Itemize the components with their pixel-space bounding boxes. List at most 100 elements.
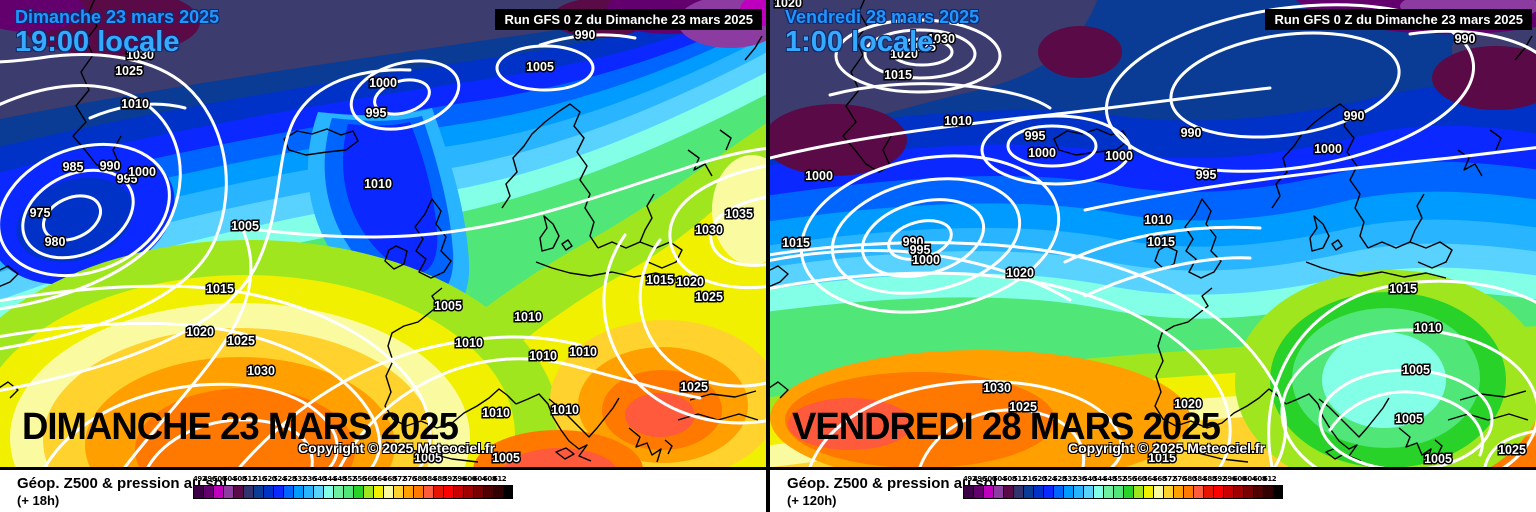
pressure-label: 1005 [1424, 452, 1452, 466]
pressure-label: 1030 [247, 364, 275, 378]
color-scale-value: 492 [193, 475, 207, 483]
color-scale-swatch [363, 485, 373, 499]
color-scale-swatch [1043, 485, 1053, 499]
forecast-date-title: VENDREDI 28 MARS 2025 [792, 406, 1221, 448]
color-scale-cell: 520 [263, 475, 277, 499]
color-scale-swatch [1083, 485, 1093, 499]
color-scale-swatch [193, 485, 203, 499]
color-scale-swatch [1243, 485, 1253, 499]
pressure-label: 990 [100, 159, 121, 173]
color-scale-value: 576 [403, 475, 417, 483]
pressure-label: 1015 [884, 68, 912, 82]
color-scale-cell: 592 [1213, 475, 1227, 499]
color-scale-cell: 576 [1173, 475, 1187, 499]
color-scale-swatch [1173, 485, 1183, 499]
color-scale-swatch [413, 485, 423, 499]
color-scale-value: 572 [1163, 475, 1177, 483]
color-scale-cell: 544 [1093, 475, 1107, 499]
color-scale-cell: 504 [223, 475, 237, 499]
panel-date-label: Vendredi 28 mars 2025 [785, 7, 980, 27]
pressure-label: 1025 [1009, 400, 1037, 414]
color-scale-value: 576 [1173, 475, 1187, 483]
color-scale-value: 516 [253, 475, 267, 483]
color-scale-value: 500 [983, 475, 997, 483]
color-scale-cell: 524 [273, 475, 287, 499]
color-scale-swatch [383, 485, 393, 499]
run-info-banner: Run GFS 0 Z du Dimanche 23 mars 2025 [1265, 9, 1532, 30]
color-scale-cell: 524 [1043, 475, 1057, 499]
color-scale-cell: 548 [333, 475, 347, 499]
color-scale-cell: 544 [323, 475, 337, 499]
color-scale-value: 580 [1183, 475, 1197, 483]
color-scale-value: 524 [1043, 475, 1057, 483]
pressure-label: 1025 [680, 380, 708, 394]
color-scale-value: 496 [203, 475, 217, 483]
color-scale-value: 612 [1263, 475, 1277, 483]
weather-map-panel-left: 1030102598599010009951005985990995100097… [0, 0, 766, 512]
color-scale-swatch [1263, 485, 1273, 499]
pressure-label: 1010 [569, 345, 597, 359]
color-scale-swatch [1153, 485, 1163, 499]
color-scale-value: 540 [313, 475, 327, 483]
color-scale-cell: 568 [383, 475, 397, 499]
color-scale-swatch [1013, 485, 1023, 499]
color-scale-cell: 508 [1003, 475, 1017, 499]
color-scale-value: 580 [413, 475, 427, 483]
color-scale-swatch [993, 485, 1003, 499]
color-scale-swatch [203, 485, 213, 499]
pressure-label: 1025 [695, 290, 723, 304]
color-scale-cell: 520 [1033, 475, 1047, 499]
pressure-label: 1000 [1028, 146, 1056, 160]
color-scale-cell: 592 [443, 475, 457, 499]
pressure-label: 990 [1181, 126, 1202, 140]
pressure-label: 1020 [1006, 266, 1034, 280]
pressure-label: 1020 [890, 47, 918, 61]
color-scale-value: 600 [463, 475, 477, 483]
color-scale-cell: 600 [1233, 475, 1247, 499]
color-scale-swatch [1113, 485, 1123, 499]
color-scale-cell: 556 [353, 475, 367, 499]
color-scale-value: 544 [1093, 475, 1107, 483]
color-scale-value: 528 [283, 475, 297, 483]
pressure-label: 1010 [529, 349, 557, 363]
pressure-label: 1030 [983, 381, 1011, 395]
pressure-label: 1005 [231, 219, 259, 233]
pressure-label: 995 [910, 243, 931, 257]
panel-time-label: 19:00 locale [15, 26, 180, 58]
copyright-watermark: Copyright © 2025 Meteociel.fr [298, 440, 496, 456]
color-scale-swatch [333, 485, 343, 499]
color-scale-cell: 588 [433, 475, 447, 499]
color-scale-value: 560 [363, 475, 377, 483]
color-scale-value: 504 [993, 475, 1007, 483]
color-scale-cell: 556 [1123, 475, 1137, 499]
isobar-layer [0, 19, 766, 467]
pressure-label: 975 [30, 206, 51, 220]
color-scale-cell: 568 [1153, 475, 1167, 499]
color-scale-value [503, 475, 513, 485]
color-scale-value: 564 [373, 475, 387, 483]
panel-time-label: 1:00 locale [785, 26, 934, 58]
color-scale-value: 560 [1133, 475, 1147, 483]
color-scale-value: 528 [1053, 475, 1067, 483]
pressure-label: 1000 [1314, 142, 1342, 156]
pressure-label: 1005 [414, 451, 442, 465]
color-scale-swatch [1123, 485, 1133, 499]
pressure-label: 1010 [514, 310, 542, 324]
color-scale-swatch [343, 485, 353, 499]
color-scale: 492 496 500 504 508 512 516 520 524 528 532 536 540 5… [963, 475, 1283, 499]
color-scale-value: 508 [1003, 475, 1017, 483]
color-scale-swatch [983, 485, 993, 499]
color-scale-value: 548 [333, 475, 347, 483]
color-scale-swatch [1193, 485, 1203, 499]
color-scale-cell: 536 [1073, 475, 1087, 499]
color-scale-swatch [293, 485, 303, 499]
color-scale-cell: 516 [253, 475, 267, 499]
color-scale-value: 516 [1023, 475, 1037, 483]
color-scale-cell: 612 [1263, 475, 1277, 499]
panel-date-label: Dimanche 23 mars 2025 [15, 7, 220, 27]
pressure-label: 1030 [126, 48, 154, 62]
color-scale-swatch [353, 485, 363, 499]
color-scale-cell: 512 [1013, 475, 1027, 499]
color-scale-value: 520 [263, 475, 277, 483]
